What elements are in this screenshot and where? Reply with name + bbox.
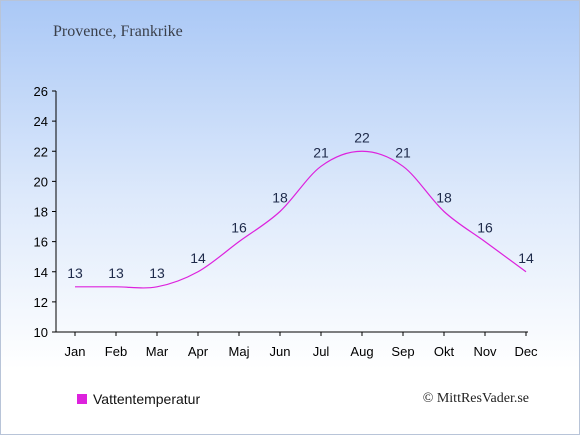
credit-text: © MittResVader.se (422, 391, 529, 406)
data-label: 13 (108, 265, 124, 281)
x-tick-label: Nov (473, 344, 497, 359)
data-label: 13 (67, 265, 83, 281)
data-label: 16 (477, 220, 493, 236)
x-tick-label: Dec (514, 344, 538, 359)
x-tick-label: Aug (350, 344, 373, 359)
data-label: 16 (231, 220, 247, 236)
x-tick-label: Mar (146, 344, 169, 359)
data-label: 18 (272, 190, 288, 206)
y-tick-label: 18 (34, 205, 48, 220)
chart-title: Provence, Frankrike (53, 23, 183, 40)
x-tick-label: Feb (105, 344, 127, 359)
x-tick-label: Jul (313, 344, 330, 359)
x-tick-label: Jun (270, 344, 291, 359)
data-label: 22 (354, 129, 370, 145)
data-label: 13 (149, 265, 165, 281)
y-tick-label: 16 (34, 235, 48, 250)
data-label: 18 (436, 190, 452, 206)
y-tick-label: 10 (34, 325, 48, 340)
x-tick-label: Apr (188, 344, 209, 359)
data-label: 21 (395, 144, 411, 160)
y-tick-label: 20 (34, 174, 48, 189)
y-tick-label: 12 (34, 295, 48, 310)
data-label: 21 (313, 144, 329, 160)
x-tick-label: Sep (391, 344, 414, 359)
square-swatch-icon (77, 394, 87, 404)
x-tick-label: Jan (65, 344, 86, 359)
x-tick-label: Maj (229, 344, 250, 359)
series-line (74, 150, 527, 289)
data-label: 14 (518, 250, 534, 266)
y-tick-label: 24 (34, 114, 48, 129)
legend-label: Vattentemperatur (93, 391, 201, 407)
legend: Vattentemperatur (77, 391, 200, 407)
y-tick-label: 14 (34, 265, 48, 280)
y-tick-label: 22 (34, 144, 48, 159)
x-tick-label: Okt (434, 344, 455, 359)
y-tick-label: 26 (34, 84, 48, 99)
data-label: 14 (190, 250, 206, 266)
